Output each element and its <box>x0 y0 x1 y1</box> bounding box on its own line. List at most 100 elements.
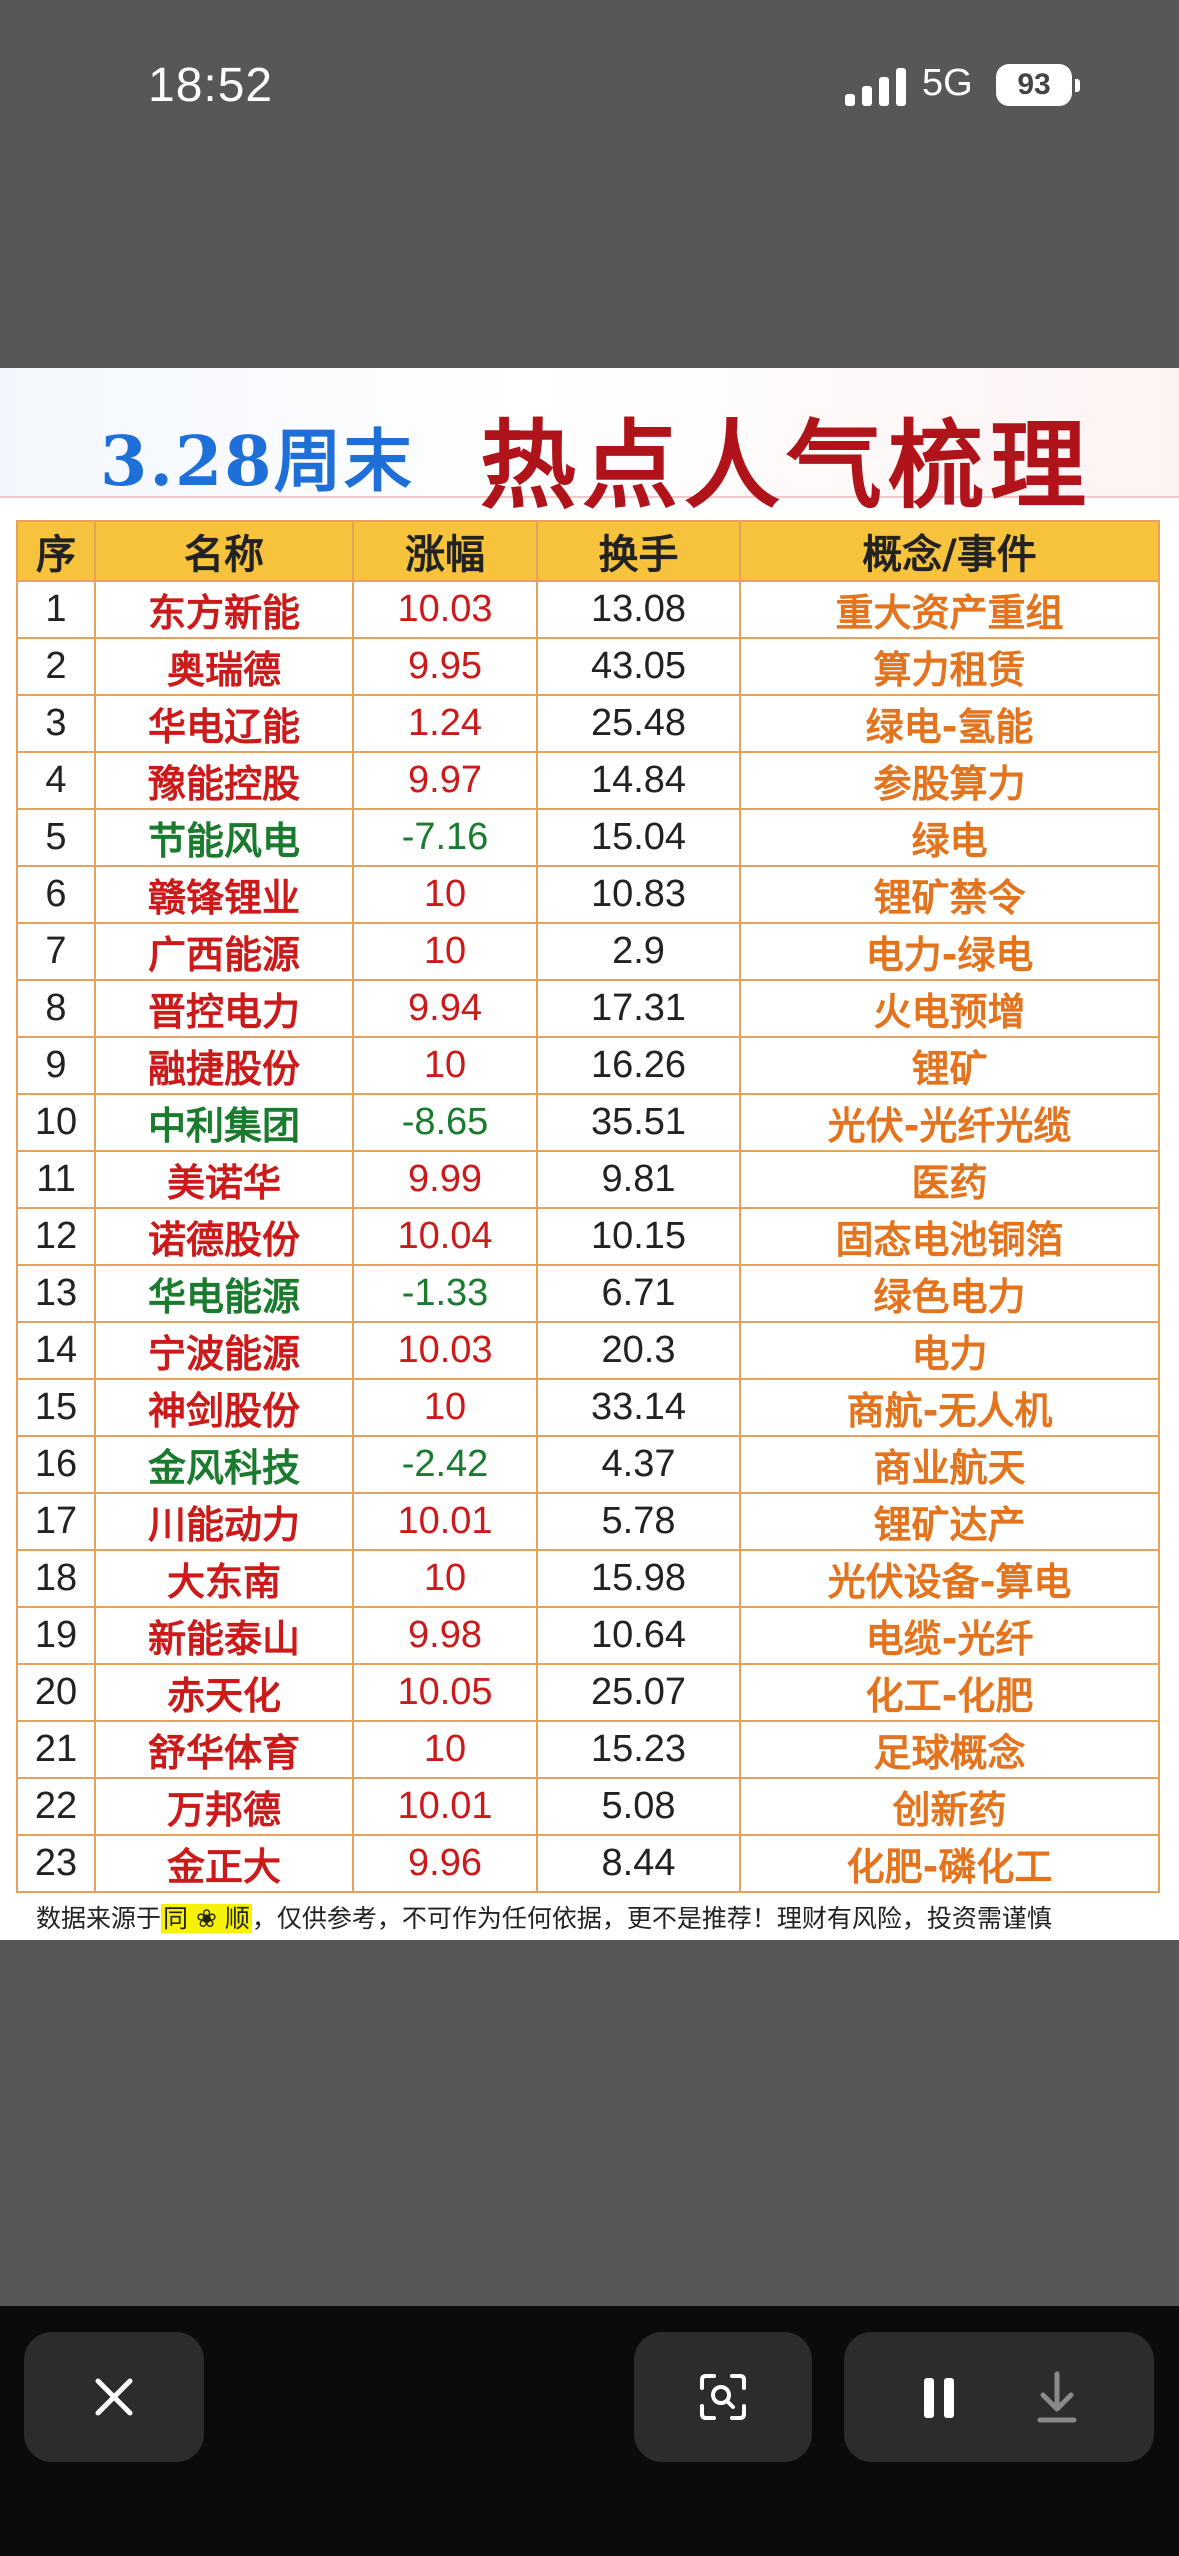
change-pct: 10 <box>352 865 538 924</box>
row-index: 4 <box>16 751 96 810</box>
concept-event: 足球概念 <box>739 1720 1160 1779</box>
stock-name: 赣锋锂业 <box>94 865 354 924</box>
concept-event: 重大资产重组 <box>739 580 1160 639</box>
concept-event: 绿色电力 <box>739 1264 1160 1323</box>
row-index: 20 <box>16 1663 96 1722</box>
concept-event: 医药 <box>739 1150 1160 1209</box>
change-pct: -8.65 <box>352 1093 538 1152</box>
concept-event: 锂矿禁令 <box>739 865 1160 924</box>
change-pct: 10 <box>352 1036 538 1095</box>
stock-name: 中利集团 <box>94 1093 354 1152</box>
change-pct: 9.95 <box>352 637 538 696</box>
change-pct: 10.03 <box>352 1321 538 1380</box>
row-index: 7 <box>16 922 96 981</box>
row-index: 18 <box>16 1549 96 1608</box>
turnover-rate: 25.48 <box>536 694 741 753</box>
col-header-change: 涨幅 <box>352 520 538 582</box>
change-pct: 10 <box>352 1720 538 1779</box>
change-pct: 10 <box>352 1378 538 1437</box>
concept-event: 固态电池铜箔 <box>739 1207 1160 1266</box>
pause-button[interactable] <box>904 2364 974 2430</box>
stock-name: 神剑股份 <box>94 1378 354 1437</box>
turnover-rate: 20.3 <box>536 1321 741 1380</box>
row-index: 6 <box>16 865 96 924</box>
concept-event: 电缆-光纤 <box>739 1606 1160 1665</box>
change-pct: -2.42 <box>352 1435 538 1494</box>
visual-search-icon <box>700 2374 746 2420</box>
stock-name: 金风科技 <box>94 1435 354 1494</box>
row-index: 5 <box>16 808 96 867</box>
battery-tip <box>1075 79 1080 92</box>
stock-name: 华电辽能 <box>94 694 354 753</box>
image-card: 3.28周末 热点人气梳理 序 名称 涨幅 换手 概念/事件 1 东方新能 10.0… <box>0 368 1179 1940</box>
row-index: 11 <box>16 1150 96 1209</box>
stock-name: 赤天化 <box>94 1663 354 1722</box>
concept-event: 化工-化肥 <box>739 1663 1160 1722</box>
concept-event: 算力租赁 <box>739 637 1160 696</box>
row-index: 15 <box>16 1378 96 1437</box>
concept-event: 光伏-光纤光缆 <box>739 1093 1160 1152</box>
table-row: 10 中利集团 -8.65 35.51 光伏-光纤光缆 <box>16 1093 1160 1152</box>
turnover-rate: 15.04 <box>536 808 741 867</box>
change-pct: 10.01 <box>352 1492 538 1551</box>
change-pct: 9.97 <box>352 751 538 810</box>
turnover-rate: 4.37 <box>536 1435 741 1494</box>
table-row: 12 诺德股份 10.04 10.15 固态电池铜箔 <box>16 1207 1160 1266</box>
stock-name: 川能动力 <box>94 1492 354 1551</box>
table-row: 13 华电能源 -1.33 6.71 绿色电力 <box>16 1264 1160 1323</box>
turnover-rate: 15.98 <box>536 1549 741 1608</box>
stock-name: 美诺华 <box>94 1150 354 1209</box>
table-row: 16 金风科技 -2.42 4.37 商业航天 <box>16 1435 1160 1494</box>
col-header-concept: 概念/事件 <box>739 520 1160 582</box>
concept-event: 锂矿 <box>739 1036 1160 1095</box>
stock-name: 金正大 <box>94 1834 354 1893</box>
table-header-row: 序 名称 涨幅 换手 概念/事件 <box>16 520 1160 582</box>
table-row: 5 节能风电 -7.16 15.04 绿电 <box>16 808 1160 867</box>
header-background <box>0 368 1179 498</box>
turnover-rate: 25.07 <box>536 1663 741 1722</box>
stock-name: 大东南 <box>94 1549 354 1608</box>
turnover-rate: 5.78 <box>536 1492 741 1551</box>
row-index: 21 <box>16 1720 96 1779</box>
close-button[interactable] <box>24 2332 204 2462</box>
col-header-turnover: 换手 <box>536 520 741 582</box>
visual-search-button[interactable] <box>634 2332 812 2462</box>
row-index: 23 <box>16 1834 96 1893</box>
stock-name: 豫能控股 <box>94 751 354 810</box>
change-pct: 10 <box>352 922 538 981</box>
turnover-rate: 43.05 <box>536 637 741 696</box>
turnover-rate: 17.31 <box>536 979 741 1038</box>
table-row: 20 赤天化 10.05 25.07 化工-化肥 <box>16 1663 1160 1722</box>
table-row: 23 金正大 9.96 8.44 化肥-磷化工 <box>16 1834 1160 1893</box>
stock-name: 诺德股份 <box>94 1207 354 1266</box>
battery-icon: 93 <box>996 64 1072 106</box>
table-row: 9 融捷股份 10 16.26 锂矿 <box>16 1036 1160 1095</box>
table-row: 4 豫能控股 9.97 14.84 参股算力 <box>16 751 1160 810</box>
stock-name: 东方新能 <box>94 580 354 639</box>
stock-name: 万邦德 <box>94 1777 354 1836</box>
hot-stocks-table: 序 名称 涨幅 换手 概念/事件 1 东方新能 10.03 13.08 重大资产重组 2 奥… <box>16 520 1160 1893</box>
row-index: 3 <box>16 694 96 753</box>
change-pct: 10 <box>352 1549 538 1608</box>
row-index: 10 <box>16 1093 96 1152</box>
concept-event: 锂矿达产 <box>739 1492 1160 1551</box>
turnover-rate: 10.15 <box>536 1207 741 1266</box>
concept-event: 电力-绿电 <box>739 922 1160 981</box>
turnover-rate: 35.51 <box>536 1093 741 1152</box>
table-row: 21 舒华体育 10 15.23 足球概念 <box>16 1720 1160 1779</box>
col-header-index: 序 <box>16 520 96 582</box>
change-pct: 9.99 <box>352 1150 538 1209</box>
network-type: 5G <box>922 62 973 104</box>
row-index: 14 <box>16 1321 96 1380</box>
table-row: 19 新能泰山 9.98 10.64 电缆-光纤 <box>16 1606 1160 1665</box>
change-pct: 1.24 <box>352 694 538 753</box>
concept-event: 化肥-磷化工 <box>739 1834 1160 1893</box>
turnover-rate: 33.14 <box>536 1378 741 1437</box>
table-row: 22 万邦德 10.01 5.08 创新药 <box>16 1777 1160 1836</box>
concept-event: 创新药 <box>739 1777 1160 1836</box>
row-index: 17 <box>16 1492 96 1551</box>
row-index: 1 <box>16 580 96 639</box>
download-button[interactable] <box>1022 2364 1092 2430</box>
row-index: 22 <box>16 1777 96 1836</box>
row-index: 13 <box>16 1264 96 1323</box>
